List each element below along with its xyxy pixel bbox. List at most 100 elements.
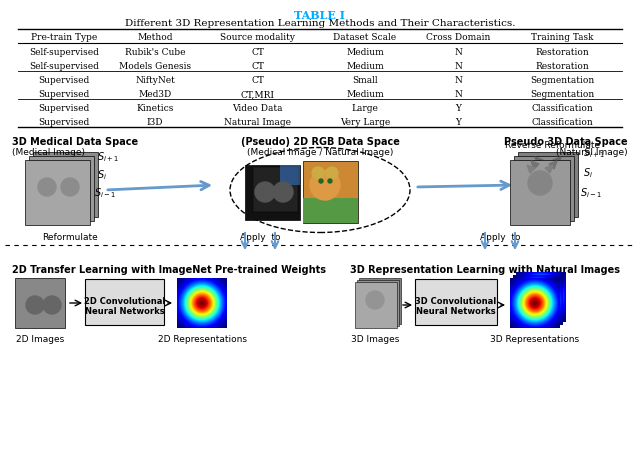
FancyBboxPatch shape xyxy=(415,279,497,325)
Circle shape xyxy=(368,289,386,307)
Text: Pseudo 3D Data Space: Pseudo 3D Data Space xyxy=(504,137,628,147)
Text: Supervised: Supervised xyxy=(38,90,90,99)
FancyBboxPatch shape xyxy=(85,279,164,325)
Text: Supervised: Supervised xyxy=(38,104,90,113)
Text: Neural Networks: Neural Networks xyxy=(416,307,496,317)
Bar xyxy=(15,278,65,328)
Text: Restoration: Restoration xyxy=(535,48,589,57)
Text: Segmentation: Segmentation xyxy=(530,90,594,99)
Circle shape xyxy=(319,179,323,183)
Text: Models Genesis: Models Genesis xyxy=(119,62,191,71)
Text: 3D Convolutional: 3D Convolutional xyxy=(415,298,497,307)
Text: Dataset Scale: Dataset Scale xyxy=(333,33,397,42)
Bar xyxy=(355,282,397,328)
Bar xyxy=(518,152,578,217)
Text: Cross Domain: Cross Domain xyxy=(426,33,491,42)
Text: Supervised: Supervised xyxy=(38,76,90,85)
Text: Large: Large xyxy=(351,104,378,113)
Circle shape xyxy=(26,296,44,314)
Text: CT: CT xyxy=(251,76,264,85)
Polygon shape xyxy=(531,161,539,169)
Circle shape xyxy=(38,178,56,196)
Text: 2D Representations: 2D Representations xyxy=(157,335,246,344)
Text: Classification: Classification xyxy=(531,119,593,127)
Circle shape xyxy=(366,291,384,309)
Bar xyxy=(253,167,298,212)
Bar xyxy=(357,280,399,326)
Text: $S_{i}$: $S_{i}$ xyxy=(97,168,107,182)
Text: 3D Representations: 3D Representations xyxy=(490,335,580,344)
Circle shape xyxy=(312,167,324,179)
Text: Rubik's Cube: Rubik's Cube xyxy=(125,48,185,57)
Text: Method: Method xyxy=(137,33,173,42)
Text: Reverse Reformulate: Reverse Reformulate xyxy=(505,140,600,149)
Circle shape xyxy=(528,171,552,195)
Text: Segmentation: Segmentation xyxy=(530,76,594,85)
Text: (Pseudo) 2D RGB Data Space: (Pseudo) 2D RGB Data Space xyxy=(241,137,399,147)
Text: Supervised: Supervised xyxy=(38,119,90,127)
Bar xyxy=(510,160,570,225)
Text: (Natural Image): (Natural Image) xyxy=(556,148,628,157)
Text: Restoration: Restoration xyxy=(535,62,589,71)
Circle shape xyxy=(273,182,293,202)
Text: 3D Medical Data Space: 3D Medical Data Space xyxy=(12,137,138,147)
Bar xyxy=(29,156,94,221)
Text: NiftyNet: NiftyNet xyxy=(135,76,175,85)
Text: $S_{i-1}$: $S_{i-1}$ xyxy=(580,186,602,200)
Text: $S_{i}$: $S_{i}$ xyxy=(583,166,593,180)
Text: Self-supervised: Self-supervised xyxy=(29,48,99,57)
Text: CT: CT xyxy=(251,62,264,71)
Text: N: N xyxy=(454,76,463,85)
Text: Self-supervised: Self-supervised xyxy=(29,62,99,71)
Bar xyxy=(359,278,401,324)
Text: Neural Networks: Neural Networks xyxy=(85,307,165,317)
Circle shape xyxy=(328,179,332,183)
Text: Kinetics: Kinetics xyxy=(136,104,173,113)
Circle shape xyxy=(65,174,83,192)
Text: (Medical Image / Natural Image): (Medical Image / Natural Image) xyxy=(247,148,393,157)
Text: 3D Representation Learning with Natural Images: 3D Representation Learning with Natural … xyxy=(350,265,620,275)
Text: Natural Image: Natural Image xyxy=(224,119,291,127)
Text: Med3D: Med3D xyxy=(138,90,172,99)
Text: Pre-train Type: Pre-train Type xyxy=(31,33,97,42)
Text: 3D Images: 3D Images xyxy=(351,335,399,344)
Bar xyxy=(280,165,300,185)
Bar xyxy=(303,161,358,223)
Text: CT: CT xyxy=(251,48,264,57)
Text: CT,MRI: CT,MRI xyxy=(241,90,275,99)
Bar xyxy=(303,198,358,223)
Text: Medium: Medium xyxy=(346,48,384,57)
Text: N: N xyxy=(454,48,463,57)
Text: Reformulate: Reformulate xyxy=(42,233,98,242)
Text: Apply  to: Apply to xyxy=(480,232,520,241)
Circle shape xyxy=(46,170,64,188)
Text: Video Data: Video Data xyxy=(232,104,283,113)
Text: Medium: Medium xyxy=(346,90,384,99)
Circle shape xyxy=(532,167,556,191)
Circle shape xyxy=(43,296,61,314)
Text: 2D Convolutional: 2D Convolutional xyxy=(84,298,166,307)
Text: $S_{i+1}$: $S_{i+1}$ xyxy=(583,146,605,160)
Circle shape xyxy=(42,174,60,192)
Text: Apply  to: Apply to xyxy=(240,232,280,241)
Bar xyxy=(25,160,90,225)
Text: Classification: Classification xyxy=(531,104,593,113)
Text: $S_{i+1}$: $S_{i+1}$ xyxy=(97,150,119,164)
Polygon shape xyxy=(549,161,557,169)
Text: Y: Y xyxy=(456,104,461,113)
Text: Training Task: Training Task xyxy=(531,33,593,42)
Text: I3D: I3D xyxy=(147,119,163,127)
Bar xyxy=(514,156,574,221)
Circle shape xyxy=(310,170,340,200)
Text: Very Large: Very Large xyxy=(340,119,390,127)
Circle shape xyxy=(255,182,275,202)
Bar xyxy=(33,152,98,217)
Text: N: N xyxy=(454,90,463,99)
Text: Different 3D Representation Learning Methods and Their Characteristics.: Different 3D Representation Learning Met… xyxy=(125,19,515,28)
Bar xyxy=(245,165,300,220)
Text: Y: Y xyxy=(456,119,461,127)
Text: (Medical Image): (Medical Image) xyxy=(12,148,85,157)
Circle shape xyxy=(69,170,87,188)
Text: 2D Transfer Learning with ImageNet Pre-trained Weights: 2D Transfer Learning with ImageNet Pre-t… xyxy=(12,265,326,275)
Text: 2D Images: 2D Images xyxy=(16,335,64,344)
